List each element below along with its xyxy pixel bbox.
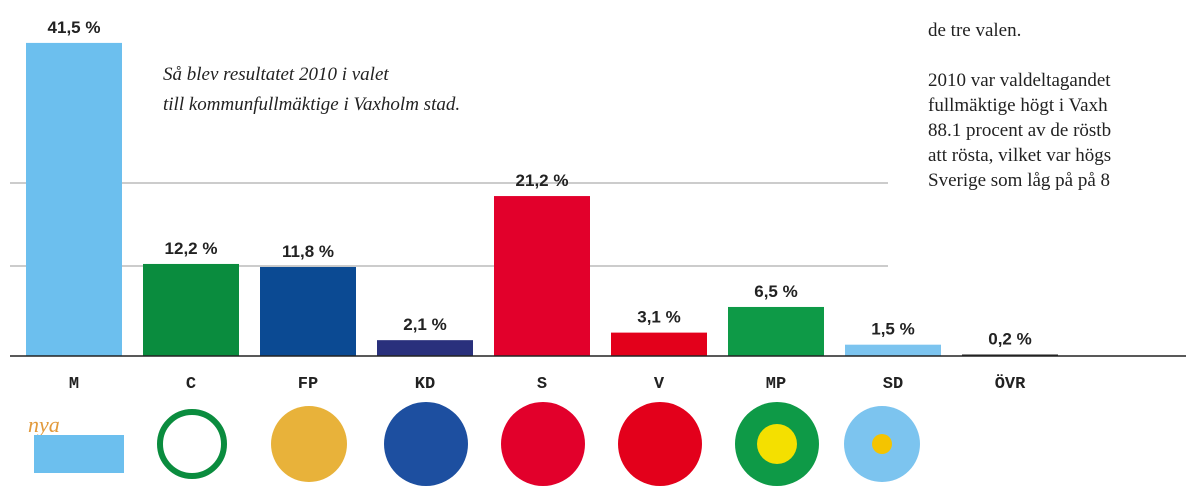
text-line: att rösta, vilket var högs bbox=[928, 145, 1112, 166]
x-tick-label: S bbox=[537, 375, 547, 394]
bar bbox=[728, 306, 824, 356]
x-tick-label: SD bbox=[883, 375, 903, 394]
x-tick-label: KD bbox=[415, 375, 435, 394]
value-label: 11,8 % bbox=[282, 242, 334, 261]
value-label: 12,2 % bbox=[165, 239, 218, 258]
annotation: till kommunfullmäktige i Vaxholm stad. bbox=[163, 94, 460, 115]
logo bbox=[757, 424, 797, 464]
value-label: 0,2 % bbox=[988, 329, 1031, 348]
x-tick-label: ÖVR bbox=[995, 374, 1026, 394]
logo bbox=[157, 409, 227, 479]
logo bbox=[271, 406, 347, 482]
value-label: 41,5 % bbox=[48, 18, 101, 37]
x-tick-label: C bbox=[186, 375, 196, 394]
logo bbox=[618, 402, 702, 486]
value-label: 3,1 % bbox=[637, 308, 680, 327]
text-line: 2010 var valdeltagandet bbox=[928, 70, 1111, 91]
logo bbox=[501, 402, 585, 486]
x-tick-label: M bbox=[69, 375, 79, 394]
logo bbox=[384, 402, 468, 486]
bar bbox=[962, 354, 1058, 356]
bar bbox=[845, 344, 941, 356]
text-line: de tre valen. bbox=[928, 20, 1022, 41]
logo bbox=[872, 434, 892, 454]
annotation: Så blev resultatet 2010 i valet bbox=[163, 64, 389, 85]
value-label: 1,5 % bbox=[871, 320, 914, 339]
bar bbox=[611, 332, 707, 356]
text-line: fullmäktige högt i Vaxh bbox=[928, 95, 1108, 116]
bar bbox=[143, 263, 239, 356]
bar bbox=[26, 42, 122, 357]
logo bbox=[34, 435, 124, 473]
x-tick-label: MP bbox=[766, 375, 786, 394]
bar bbox=[494, 196, 590, 356]
logo: nya bbox=[28, 412, 60, 437]
side-text: de tre valen. 2010 var valdeltagandet fu… bbox=[928, 0, 1186, 491]
x-tick-label: V bbox=[654, 375, 665, 394]
x-tick-label: FP bbox=[298, 375, 318, 394]
bar bbox=[377, 340, 473, 356]
value-label: 21,2 % bbox=[516, 171, 569, 190]
bar bbox=[260, 266, 356, 356]
value-label: 2,1 % bbox=[403, 315, 446, 334]
text-line: Sverige som låg på på 8 bbox=[928, 170, 1111, 191]
logos: nya bbox=[28, 402, 920, 486]
value-label: 6,5 % bbox=[754, 282, 797, 301]
text-line: 88.1 procent av de röstb bbox=[928, 120, 1112, 141]
